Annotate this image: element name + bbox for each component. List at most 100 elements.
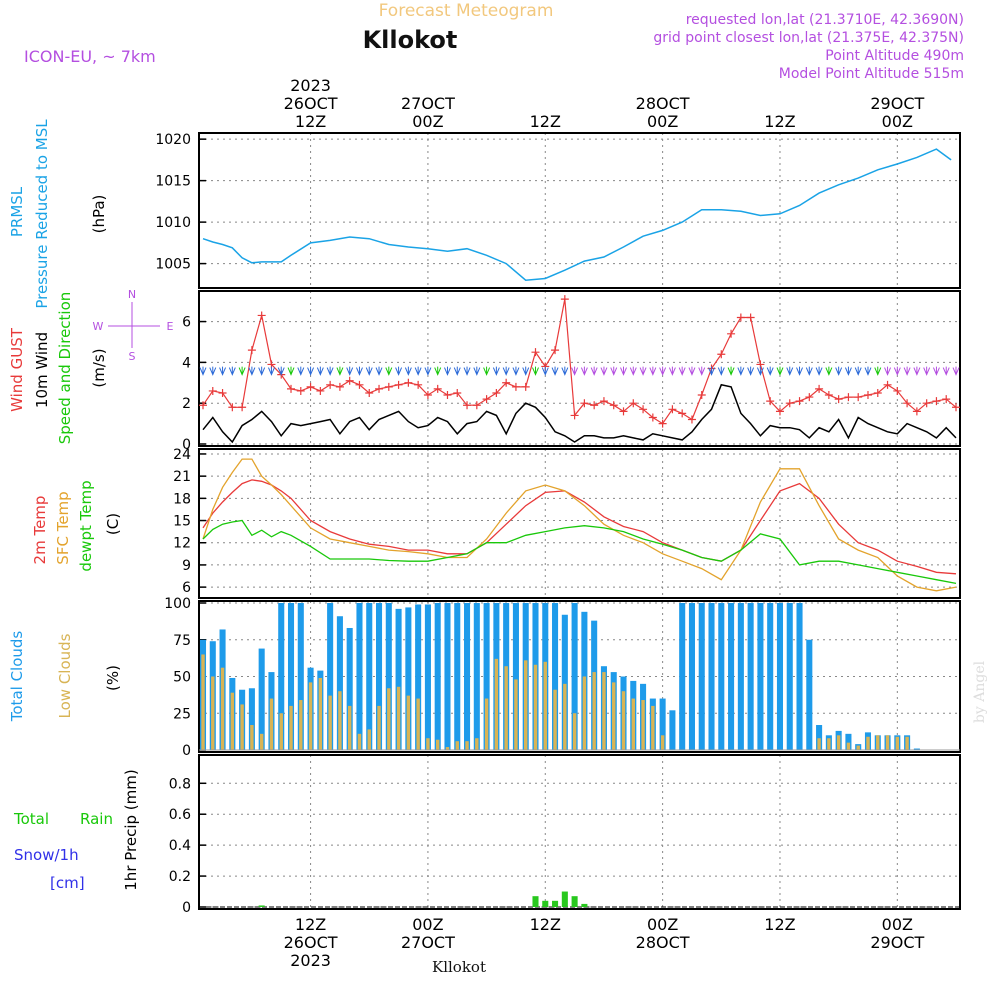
total-cloud-bar (845, 733, 852, 750)
total-cloud-bar (669, 710, 676, 750)
low-cloud-bar (533, 664, 538, 750)
total-cloud-bar (679, 603, 686, 750)
low-cloud-bar (475, 738, 479, 750)
wind-dir-arrow (786, 366, 794, 376)
total-cloud-bar (659, 698, 666, 750)
footer-location: Kllokot (432, 958, 486, 976)
wind-dir-arrow (942, 366, 950, 376)
low-cloud-bar (582, 676, 587, 750)
low-cloud-bar (612, 682, 616, 750)
wind-dir-arrow (571, 366, 579, 376)
wind-dir-arrow (825, 366, 833, 376)
wind-dir-arrow (796, 366, 803, 376)
ytick-label-temp: 12 (173, 536, 191, 552)
ytick-label-precip: 0.6 (169, 807, 191, 823)
wind-dir-arrow (551, 366, 559, 376)
gust-marker (912, 407, 921, 416)
total-cloud-bar (776, 603, 784, 750)
total-cloud-bar (698, 603, 705, 750)
low-cloud-bar (250, 725, 254, 750)
low-cloud-bar (289, 705, 293, 750)
low-cloud-bar (436, 739, 440, 750)
gust-line (202, 298, 957, 425)
rain-bar (258, 905, 265, 907)
total-cloud-bar (248, 688, 255, 750)
gust-marker (394, 380, 403, 389)
total-cloud-bar (708, 603, 715, 750)
wind-dir-arrow (395, 366, 403, 376)
low-cloud-bar (230, 692, 235, 750)
low-cloud-bar (553, 689, 557, 750)
wind-unit: (m/s) (90, 348, 108, 387)
low-cloud-bar (827, 738, 831, 750)
wind-dir-arrow (864, 366, 872, 376)
ytick-label-cloud: 50 (173, 670, 191, 686)
wind-dir-arrow (844, 366, 852, 376)
ytick-label-precip: 0 (182, 900, 191, 916)
gust-marker (863, 391, 872, 400)
low-clouds-label: Low Clouds (56, 633, 74, 718)
gust-marker (365, 388, 374, 397)
total-cloud-bar (688, 603, 695, 750)
top-time-label: 27OCT (401, 94, 455, 113)
low-cloud-bar (357, 733, 362, 750)
gust-marker (883, 380, 892, 389)
gust-marker (551, 346, 560, 355)
gust-marker (815, 384, 824, 393)
gust-marker (326, 380, 335, 389)
low-cloud-bar (338, 691, 342, 750)
wind-dir-arrow (297, 366, 305, 376)
low-cloud-bar (269, 698, 274, 750)
panel-frame-pressure (198, 132, 961, 289)
rain-bar (561, 891, 568, 907)
credit-watermark: by Angel (972, 660, 988, 723)
rain-bar (571, 896, 578, 907)
low-cloud-bar (396, 686, 401, 750)
compass-n: N (128, 288, 136, 301)
wind-dir-arrow (747, 366, 755, 376)
wind-dir-arrow (336, 366, 344, 376)
gust-marker (296, 386, 305, 395)
total-cloud-bar (405, 607, 412, 750)
ytick-label-wind: 6 (182, 315, 191, 331)
wind-dir-arrow (668, 366, 676, 376)
gust-marker (453, 388, 462, 397)
temp-line-1 (202, 458, 957, 592)
total-cloud-bar (258, 648, 265, 750)
temp-labels: 2m Temp SFC Temp dewpt Temp (C) (31, 480, 122, 571)
low-cloud-bar (347, 705, 352, 750)
top-time-label: 12Z (295, 112, 326, 131)
gust-label: Wind GUST (8, 327, 26, 412)
low-cloud-bar (211, 676, 215, 750)
wind-dir-arrow (238, 366, 246, 376)
sfc-label: SFC Temp (54, 491, 72, 564)
low-cloud-bar (817, 738, 821, 750)
gust-marker (922, 399, 931, 408)
total-cloud-bar (757, 603, 764, 750)
gust-marker (375, 384, 384, 393)
wind-dir-arrow (453, 366, 461, 376)
wind-dir-arrow (561, 366, 569, 376)
gust-marker (590, 401, 599, 410)
prmsl-label: PRMSL (8, 186, 26, 237)
ytick-label-cloud: 100 (164, 596, 191, 612)
wind-dir-arrow (874, 366, 882, 376)
ytick-label-cloud: 75 (173, 633, 191, 649)
wind-dir-arrow (835, 366, 843, 376)
bottom-time-label: 27OCT (401, 933, 455, 952)
wind-dir-arrow (248, 366, 256, 376)
cm-label: [cm] (50, 874, 85, 892)
ytick-label-temp: 24 (173, 447, 191, 463)
gust-marker (785, 399, 794, 408)
wind-dir-arrow (316, 366, 324, 376)
wind-labels: Wind GUST 10m Wind Speed and Direction (… (8, 288, 174, 444)
ytick-label-temp: 21 (173, 469, 191, 485)
pressure-unit: (hPa) (90, 195, 108, 234)
top-time-label: 00Z (882, 112, 913, 131)
low-cloud-bar (367, 729, 371, 750)
low-cloud-bar (328, 695, 332, 750)
wind-dir-arrow (737, 366, 745, 376)
gust-marker (854, 393, 863, 402)
low-cloud-bar (846, 742, 851, 750)
gust-marker (228, 403, 237, 412)
